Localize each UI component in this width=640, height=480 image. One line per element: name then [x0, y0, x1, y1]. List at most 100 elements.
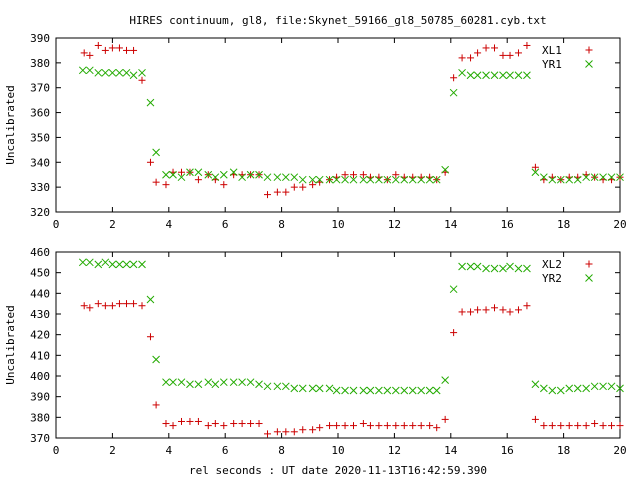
legend-marker: [585, 274, 593, 282]
data-point: [441, 415, 449, 423]
data-point: [548, 386, 557, 395]
x-tick-label: 18: [557, 218, 570, 231]
x-tick-label: 4: [165, 444, 172, 457]
data-point: [177, 168, 185, 176]
x-tick-label: 6: [222, 444, 229, 457]
data-point: [458, 262, 466, 271]
data-point: [482, 44, 490, 52]
x-tick-label: 0: [53, 444, 60, 457]
data-point: [177, 378, 186, 387]
data-point: [616, 173, 624, 182]
y-axis-label: Uncalibrated: [4, 305, 17, 384]
data-point: [316, 424, 324, 432]
data-point: [85, 66, 94, 75]
data-point: [341, 171, 349, 179]
data-point: [282, 428, 290, 436]
data-point: [590, 382, 599, 391]
data-point: [162, 181, 170, 189]
data-point: [531, 380, 540, 389]
data-point: [359, 171, 367, 179]
data-point: [152, 178, 160, 186]
data-point: [441, 376, 450, 384]
data-point: [122, 68, 131, 77]
y-tick-label: 380: [30, 57, 50, 70]
data-point: [607, 173, 616, 182]
data-point: [273, 428, 281, 436]
data-point: [514, 306, 522, 314]
y-tick-label: 380: [30, 411, 50, 424]
data-point: [499, 51, 507, 59]
panel-bottom: 0 2 4 6 8 10 12 14 16 18 20 370 380 390 400 410 420 430 44…: [4, 246, 627, 457]
data-point: [333, 422, 341, 430]
data-point: [449, 285, 458, 294]
legend-marker: [585, 46, 593, 54]
data-point: [499, 71, 507, 80]
data-point: [255, 420, 263, 428]
data-point: [299, 183, 307, 191]
data-point: [425, 175, 434, 184]
data-point: [556, 175, 565, 184]
y-tick-label: 410: [30, 349, 50, 362]
data-point: [506, 71, 514, 80]
y-tick-label: 390: [30, 32, 50, 45]
data-point: [482, 264, 490, 273]
data-point: [531, 168, 540, 177]
x-tick-label: 18: [557, 444, 570, 457]
data-point: [211, 173, 220, 182]
data-point: [565, 422, 573, 430]
x-axis-label: rel seconds : UT date 2020-11-13T16:42:5…: [189, 464, 487, 477]
data-point: [108, 302, 116, 310]
x-tick-label: 4: [165, 218, 172, 231]
data-point: [238, 420, 246, 428]
legend-label: XL1: [542, 44, 562, 57]
data-point: [482, 71, 490, 80]
data-point: [375, 386, 383, 395]
data-point: [366, 175, 375, 184]
data-point: [466, 262, 475, 271]
x-tick-label: 12: [388, 218, 401, 231]
data-point: [86, 51, 94, 59]
x-tick-label: 16: [501, 218, 514, 231]
data-point: [565, 384, 574, 393]
data-point: [220, 422, 228, 430]
data-point: [138, 76, 146, 84]
data-point: [341, 175, 349, 184]
data-point: [499, 306, 507, 314]
data-point: [204, 378, 213, 387]
data-point: [450, 329, 458, 337]
data-point: [94, 300, 102, 308]
plot-frame: [55, 251, 621, 439]
data-point: [359, 386, 368, 395]
data-point: [146, 158, 154, 166]
data-point: [341, 422, 349, 430]
data-point: [392, 422, 400, 430]
x-tick-label: 6: [222, 218, 229, 231]
data-point: [101, 68, 110, 77]
data-point: [474, 49, 482, 57]
data-point: [246, 170, 255, 179]
data-point: [582, 173, 591, 182]
data-point: [467, 54, 475, 62]
data-point: [146, 295, 155, 304]
data-point: [115, 300, 123, 308]
data-point: [425, 386, 434, 395]
data-point: [473, 71, 482, 80]
x-tick-label: 2: [109, 444, 116, 457]
data-point: [458, 54, 466, 62]
data-point: [573, 175, 582, 184]
legend-marker: [585, 260, 593, 268]
data-point: [194, 168, 203, 177]
y-tick-label: 450: [30, 267, 50, 280]
data-point: [590, 173, 599, 182]
data-point: [350, 422, 358, 430]
data-point: [514, 49, 522, 57]
data-point: [482, 306, 490, 314]
data-point: [238, 378, 246, 387]
data-point: [290, 183, 298, 191]
data-point: [392, 171, 400, 179]
data-point: [86, 304, 94, 312]
data-point: [616, 422, 624, 430]
data-point: [491, 304, 499, 312]
data-point: [309, 426, 317, 434]
data-point: [599, 173, 607, 182]
